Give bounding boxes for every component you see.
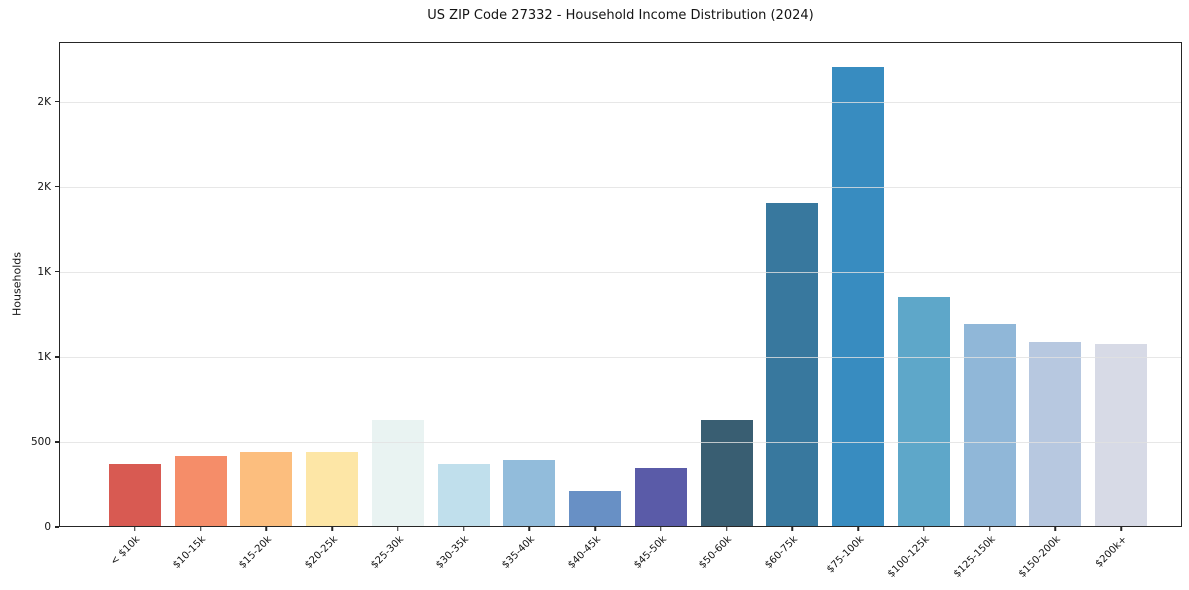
bar-slot: $150-200k xyxy=(1017,42,1089,580)
x-tick-label: $35-40k xyxy=(500,534,538,571)
x-tick-label: $40-45k xyxy=(565,534,603,571)
bars-container: < $10k $10-15k $15-20k $20-25k $25-30k $30-35… xyxy=(59,42,1182,580)
x-tick-mark xyxy=(1054,527,1057,531)
bar-slot: $200k+ xyxy=(1088,42,1154,570)
x-tick-mark xyxy=(265,527,268,531)
bar xyxy=(240,451,293,527)
chart-title: US ZIP Code 27332 - Household Income Dis… xyxy=(427,8,814,23)
x-tick-label: $100-125k xyxy=(885,534,932,580)
bar-slot: $20-25k xyxy=(299,42,365,571)
x-tick-mark xyxy=(397,527,399,531)
x-tick-label: $125-150k xyxy=(951,534,998,580)
bar xyxy=(766,202,819,527)
bar xyxy=(1095,344,1148,527)
bar xyxy=(897,296,950,527)
y-tick-mark xyxy=(55,270,59,273)
y-tick-mark xyxy=(55,441,59,443)
x-tick-label: $15-20k xyxy=(237,534,275,571)
y-tick-mark xyxy=(55,100,59,103)
bar-slot: $75-100k xyxy=(824,42,891,575)
bar-slot: < $10k xyxy=(102,42,168,568)
x-tick-mark xyxy=(134,527,136,531)
x-tick-label: $50-60k xyxy=(697,534,735,571)
x-tick-mark xyxy=(857,527,859,531)
bar xyxy=(1029,342,1082,527)
bar xyxy=(963,323,1016,527)
bar xyxy=(832,67,885,527)
x-tick-label: < $10k xyxy=(109,534,143,568)
y-tick-mark xyxy=(55,356,59,358)
bar xyxy=(306,452,359,527)
bar xyxy=(108,463,161,527)
bar-slot: $45-50k xyxy=(628,42,694,571)
x-tick-label: $20-25k xyxy=(302,534,340,571)
x-tick-label: $200k+ xyxy=(1093,534,1129,570)
bar-slot: $15-20k xyxy=(234,42,300,571)
bar xyxy=(700,420,753,527)
bar-slot: $100-125k xyxy=(886,42,957,580)
x-tick-mark xyxy=(660,527,662,531)
x-tick-mark xyxy=(199,527,202,531)
x-tick-mark xyxy=(1120,527,1122,531)
x-tick-mark xyxy=(923,527,925,531)
bar-slot: $125-150k xyxy=(951,42,1023,580)
bar-slot: $50-60k xyxy=(694,42,760,571)
bar-slot: $10-15k xyxy=(168,42,234,571)
bar xyxy=(503,459,556,527)
bar xyxy=(174,455,227,527)
y-tick-label: 1K xyxy=(37,265,51,278)
plot-area: < $10k $10-15k $15-20k $20-25k $25-30k $30-35… xyxy=(59,42,1182,580)
bar-slot: $60-75k xyxy=(760,42,826,571)
x-tick-label: $75-100k xyxy=(824,534,866,576)
y-tick-label: 0 xyxy=(44,521,51,533)
x-tick-mark xyxy=(331,527,333,531)
x-tick-label: $45-50k xyxy=(631,534,669,571)
y-tick-label: 2K xyxy=(37,95,51,108)
bar-slot: $35-40k xyxy=(497,42,563,571)
y-tick-mark xyxy=(55,526,59,528)
x-tick-label: $60-75k xyxy=(763,534,801,571)
x-tick-mark xyxy=(725,527,728,531)
bar xyxy=(371,419,424,527)
x-tick-mark xyxy=(988,527,991,531)
bar xyxy=(437,464,490,527)
x-tick-mark xyxy=(594,527,596,531)
bar xyxy=(634,467,687,527)
y-axis-title: Households xyxy=(10,252,24,316)
x-tick-label: $10-15k xyxy=(171,534,209,571)
bar-slot: $40-45k xyxy=(562,42,628,571)
bar-slot: $25-30k xyxy=(365,42,431,571)
x-tick-label: $30-35k xyxy=(434,534,472,571)
bar xyxy=(569,490,622,527)
x-tick-mark xyxy=(462,527,465,531)
y-tick-mark xyxy=(55,185,59,188)
bar-slot: $30-35k xyxy=(431,42,497,571)
x-tick-mark xyxy=(528,527,531,531)
y-tick-label: 500 xyxy=(30,435,51,448)
y-tick-label: 2K xyxy=(37,180,51,193)
x-tick-label: $150-200k xyxy=(1017,534,1064,580)
x-tick-label: $25-30k xyxy=(368,534,406,571)
x-tick-mark xyxy=(791,527,794,531)
y-tick-label: 1K xyxy=(37,350,51,363)
